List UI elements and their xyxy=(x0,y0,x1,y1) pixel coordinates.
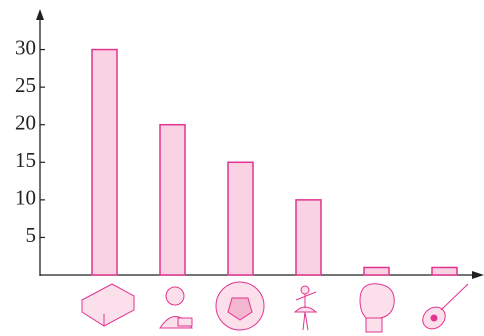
y-tick-label: 25 xyxy=(15,73,36,97)
icon-listener xyxy=(159,286,193,329)
icon-books xyxy=(81,283,136,327)
y-tick-label: 10 xyxy=(15,186,36,210)
y-tick-label: 20 xyxy=(15,111,36,135)
category-icons xyxy=(81,281,469,333)
bar xyxy=(227,161,254,276)
y-tick-label: 5 xyxy=(26,223,37,247)
bar xyxy=(159,123,186,276)
icon-dancer xyxy=(293,285,318,331)
bar xyxy=(91,48,118,276)
icon-lute xyxy=(422,283,469,330)
bar xyxy=(363,266,390,276)
y-tick-label: 15 xyxy=(15,148,36,172)
icon-boxing-glove xyxy=(359,283,395,333)
y-tick-label: 30 xyxy=(15,35,36,59)
bar xyxy=(431,266,458,276)
icon-football xyxy=(215,281,265,331)
y-axis-arrow xyxy=(36,9,44,20)
bar xyxy=(295,199,322,276)
x-axis-arrow xyxy=(472,271,484,279)
